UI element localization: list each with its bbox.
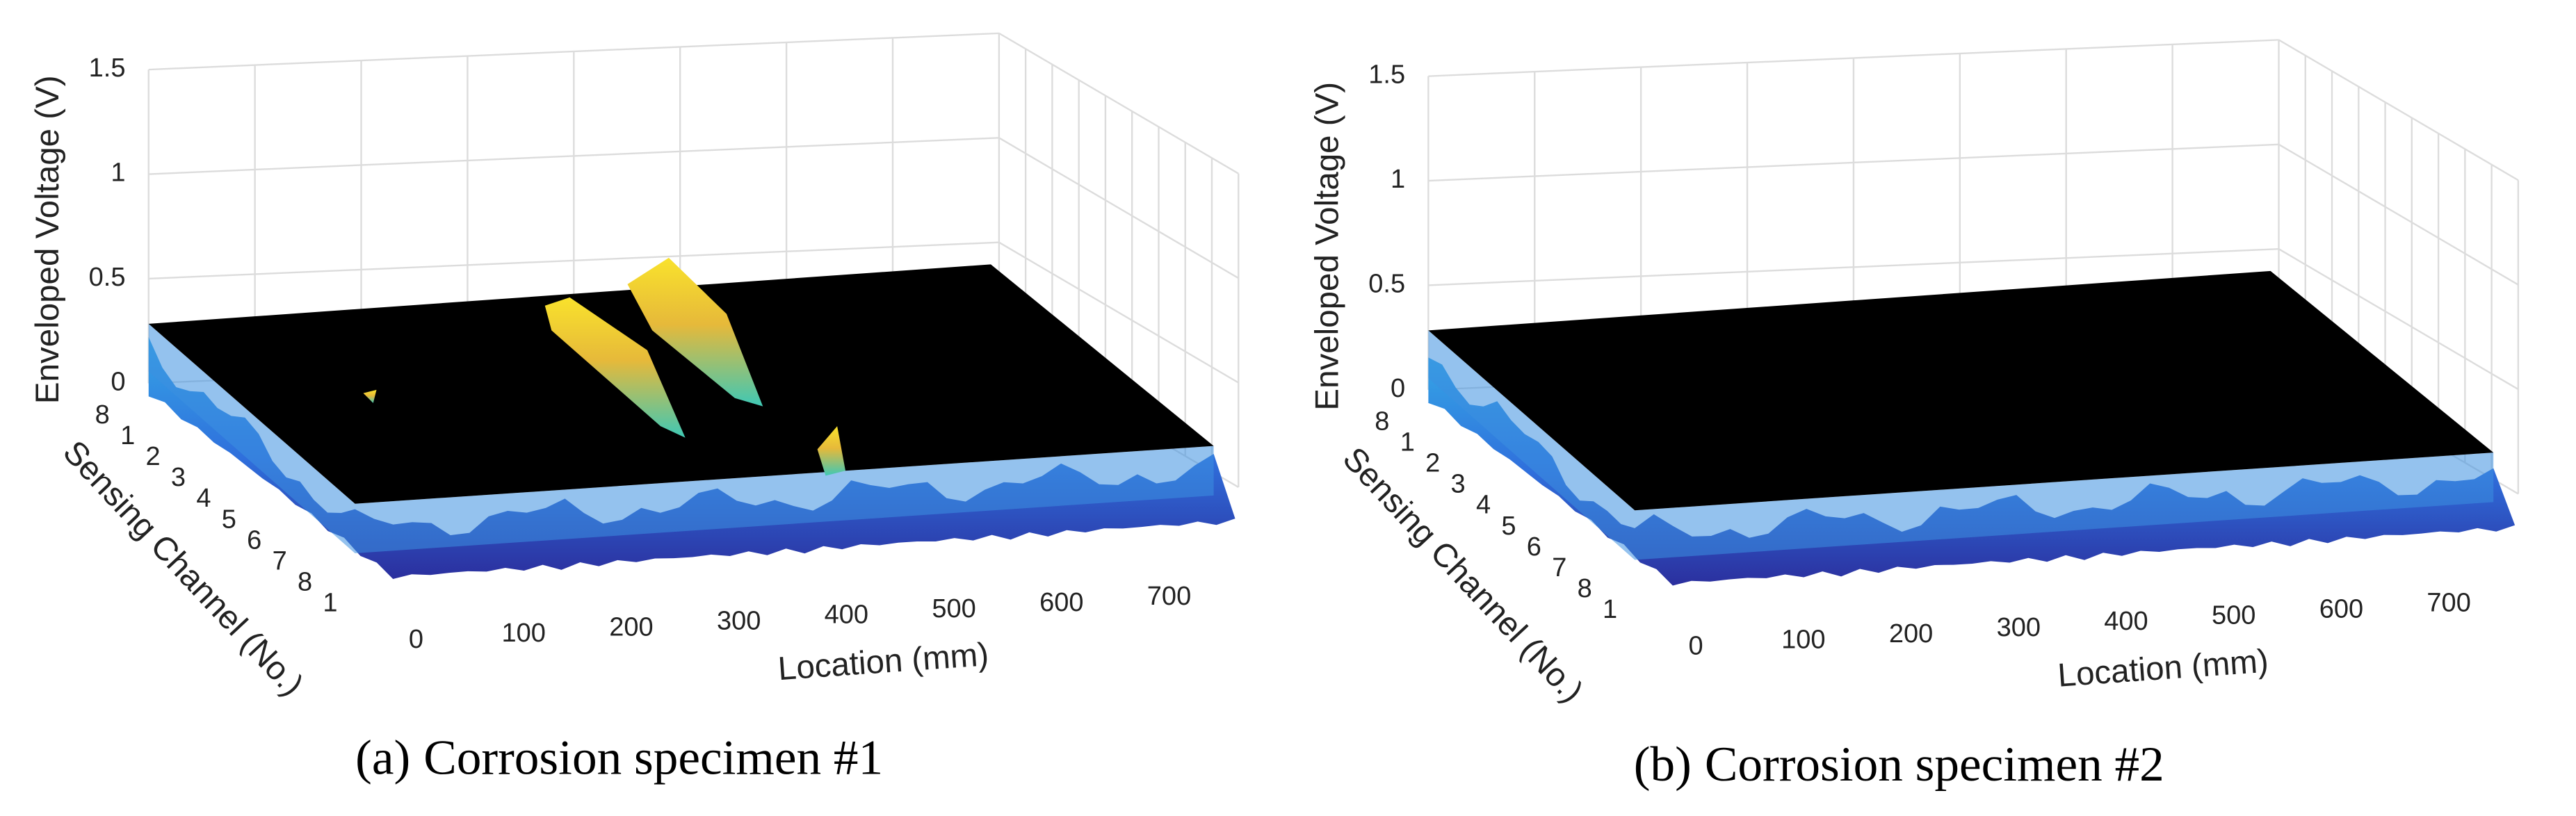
grid-line bbox=[998, 137, 1239, 279]
location-tick-label: 700 bbox=[2427, 589, 2470, 618]
location-tick-label: 300 bbox=[1997, 613, 2041, 642]
location-tick-label: 700 bbox=[1147, 582, 1191, 611]
grid-line bbox=[998, 241, 1239, 384]
caption: (a) Corrosion specimen #1 bbox=[355, 731, 883, 785]
surface bbox=[1428, 330, 2494, 560]
caption-text: Corrosion specimen #2 bbox=[1705, 737, 2164, 792]
channel-tick-label: 6 bbox=[1527, 532, 1541, 562]
surface bbox=[148, 336, 1236, 579]
caption-label: (a) bbox=[355, 731, 410, 785]
z-tick-label: 0 bbox=[111, 367, 125, 396]
caption-label: (b) bbox=[1634, 737, 1692, 792]
channel-tick-label: 2 bbox=[1425, 449, 1440, 478]
channel-tick-label: 8 bbox=[1578, 574, 1592, 603]
location-tick-label: 400 bbox=[825, 601, 868, 630]
channel-tick-label: 6 bbox=[247, 525, 261, 555]
surface-peak bbox=[817, 426, 845, 476]
channel-tick-label: 4 bbox=[196, 484, 211, 513]
z-tick-label: 1.5 bbox=[1368, 60, 1405, 90]
surface-peak bbox=[363, 389, 377, 403]
threshold-plane bbox=[148, 264, 1214, 504]
location-tick-label: 500 bbox=[2212, 601, 2255, 630]
z-axis-label: Enveloped Voltage (V) bbox=[29, 75, 66, 404]
surface bbox=[1428, 357, 2516, 586]
z-tick-label: 1 bbox=[111, 158, 125, 188]
channel-tick-label: 8 bbox=[95, 400, 110, 430]
channel-tick-label: 5 bbox=[1501, 512, 1516, 541]
grid-line bbox=[2278, 39, 2519, 181]
location-tick-label: 0 bbox=[409, 625, 423, 654]
z-tick-label: 0.5 bbox=[89, 263, 126, 292]
channel-tick-label: 7 bbox=[1552, 553, 1566, 582]
channel-tick-label: 4 bbox=[1476, 491, 1491, 520]
channel-tick-label: 8 bbox=[298, 568, 312, 597]
location-tick-label: 200 bbox=[609, 612, 653, 642]
x-axis-label: Location (mm) bbox=[777, 636, 990, 687]
z-tick-label: 1 bbox=[1391, 165, 1405, 194]
channel-tick-label: 3 bbox=[171, 463, 186, 492]
surface bbox=[148, 323, 1214, 553]
channel-tick-label: 1 bbox=[323, 589, 337, 618]
location-tick-label: 400 bbox=[2104, 607, 2148, 636]
location-tick-label: 600 bbox=[1039, 588, 1083, 617]
channel-tick-label: 1 bbox=[1400, 427, 1415, 457]
location-tick-label: 0 bbox=[1689, 631, 1703, 660]
channel-tick-label: 2 bbox=[146, 442, 161, 471]
grid-line bbox=[998, 32, 1239, 174]
channel-tick-label: 1 bbox=[1603, 595, 1617, 624]
channel-tick-label: 5 bbox=[222, 505, 236, 534]
channel-tick-label: 3 bbox=[1451, 470, 1466, 499]
surface-peak bbox=[544, 297, 686, 438]
caption: (b) Corrosion specimen #2 bbox=[1634, 737, 2164, 792]
caption-text: Corrosion specimen #1 bbox=[423, 731, 883, 785]
location-tick-label: 300 bbox=[717, 606, 761, 635]
channel-tick-label: 1 bbox=[120, 421, 135, 450]
grid-line bbox=[2278, 248, 2519, 391]
surface-peak bbox=[627, 257, 763, 407]
location-tick-label: 100 bbox=[1781, 626, 1825, 655]
z-tick-label: 0 bbox=[1391, 374, 1405, 403]
location-tick-label: 600 bbox=[2319, 594, 2363, 623]
grid-line bbox=[2278, 143, 2519, 286]
threshold-plane bbox=[1428, 270, 2494, 511]
channel-tick-label: 8 bbox=[1375, 407, 1389, 436]
z-tick-label: 0.5 bbox=[1368, 269, 1405, 298]
location-tick-label: 200 bbox=[1889, 619, 1933, 648]
z-axis-label: Enveloped Voltage (V) bbox=[1309, 82, 1345, 411]
channel-tick-label: 7 bbox=[273, 546, 287, 576]
location-tick-label: 100 bbox=[502, 619, 546, 648]
x-axis-label: Location (mm) bbox=[2057, 643, 2270, 694]
location-tick-label: 500 bbox=[932, 594, 975, 623]
z-tick-label: 1.5 bbox=[89, 54, 126, 83]
